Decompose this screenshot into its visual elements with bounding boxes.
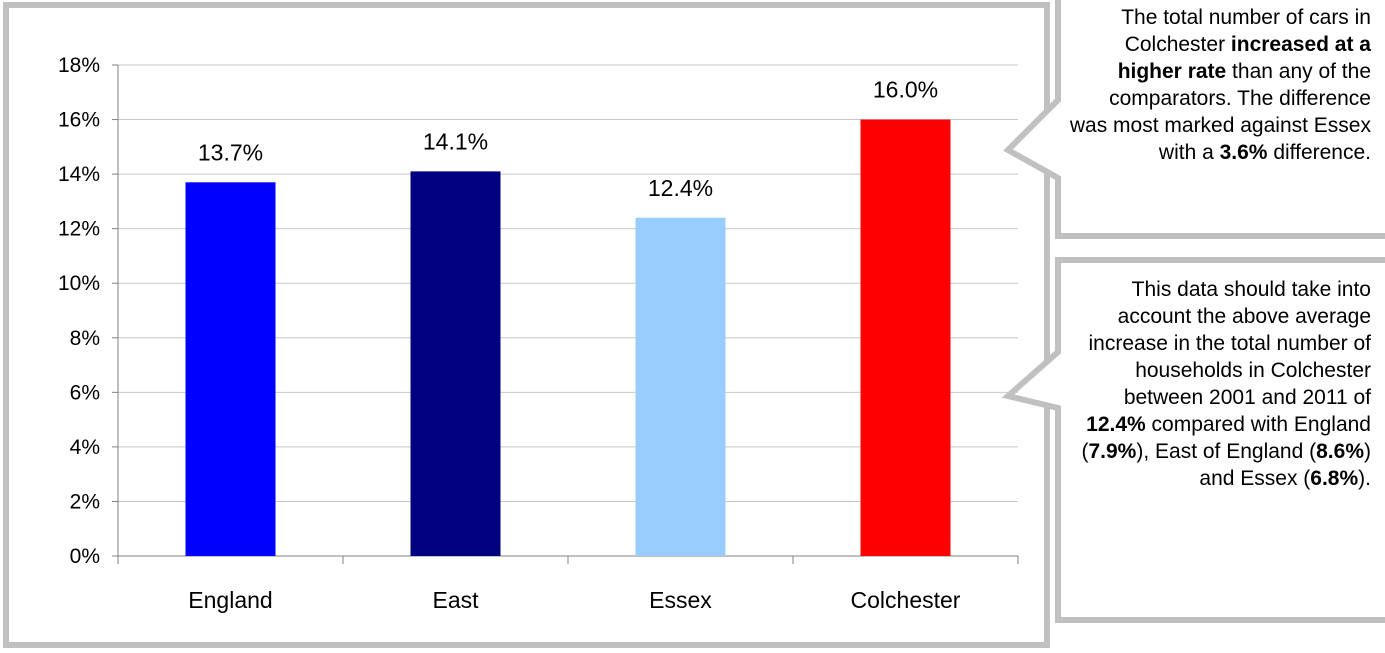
callout-text-run: The total number of cars in Colchester bbox=[1121, 6, 1371, 56]
bar-east bbox=[410, 171, 501, 556]
y-tick-label: 16% bbox=[58, 109, 100, 132]
callout-text-run: ) and Essex ( bbox=[1199, 440, 1371, 490]
y-tick-label: 14% bbox=[58, 163, 100, 186]
bar-colchester bbox=[860, 119, 951, 557]
y-tick-label: 2% bbox=[70, 490, 100, 513]
callout-emphasis: 12.4% bbox=[1086, 413, 1146, 436]
bar-essex bbox=[635, 217, 726, 556]
bar-england bbox=[185, 182, 276, 557]
y-tick-label: 8% bbox=[70, 327, 100, 350]
y-tick-label: 0% bbox=[70, 545, 100, 568]
bars bbox=[185, 119, 951, 557]
callout-emphasis: 7.9% bbox=[1088, 440, 1137, 463]
y-tick-label: 18% bbox=[58, 54, 100, 77]
y-tick-label: 10% bbox=[58, 272, 100, 295]
y-tick-label: 6% bbox=[70, 381, 100, 404]
callout-text-run: difference. bbox=[1267, 141, 1371, 164]
callout-text-run: ). bbox=[1358, 467, 1371, 490]
callout-2-text: This data should take into account the a… bbox=[1066, 276, 1371, 492]
callout-emphasis: 6.8% bbox=[1310, 467, 1359, 490]
callout-text-run: compared with England ( bbox=[1081, 413, 1371, 463]
x-tick-label: England bbox=[188, 587, 272, 613]
x-tick-label: Colchester bbox=[851, 587, 961, 613]
y-tick-label: 4% bbox=[70, 436, 100, 459]
y-tick-label: 12% bbox=[58, 218, 100, 241]
callout-box-1 bbox=[1003, 0, 1385, 239]
callout-emphasis: 3.6% bbox=[1219, 141, 1268, 164]
callout-text-run: than any of the comparators. The differe… bbox=[1069, 60, 1371, 164]
data-label: 16.0% bbox=[873, 77, 938, 103]
callout-emphasis: 8.6% bbox=[1316, 440, 1364, 463]
data-label: 12.4% bbox=[648, 175, 713, 201]
callout-text-run: ), East of England ( bbox=[1136, 440, 1317, 463]
callout-1-text: The total number of cars in Colchester i… bbox=[1066, 4, 1371, 166]
callout-box-2 bbox=[1001, 257, 1385, 623]
data-label: 14.1% bbox=[423, 128, 488, 154]
x-tick-label: East bbox=[432, 587, 479, 613]
data-label: 13.7% bbox=[198, 139, 263, 165]
callout-emphasis: increased at a higher rate bbox=[1117, 33, 1371, 83]
data-labels: 13.7% 14.1% 12.4% 16.0% bbox=[198, 77, 938, 201]
callout-text-run: This data should take into account the a… bbox=[1088, 278, 1372, 409]
x-tick-label: Essex bbox=[649, 587, 712, 613]
